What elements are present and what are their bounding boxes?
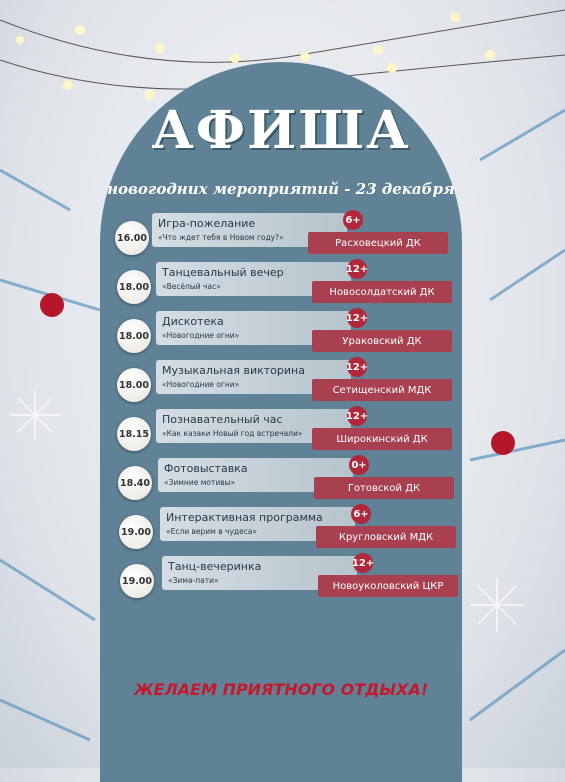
event-title: Игра-пожелание bbox=[158, 217, 256, 230]
footer-wish: ЖЕЛАЕМ ПРИЯТНОГО ОТДЫХА! bbox=[133, 680, 429, 699]
event-subtitle: «Что ждет тебя в Новом году?» bbox=[158, 233, 284, 242]
event-time: 18.15 bbox=[117, 417, 151, 451]
event-venue: Расховецкий ДК bbox=[308, 232, 448, 254]
event-venue: Новосолдатский ДК bbox=[312, 281, 452, 303]
event-age: 0+ bbox=[349, 455, 369, 475]
event-time: 18.00 bbox=[117, 270, 151, 304]
event-title: Фотовыставка bbox=[164, 462, 248, 475]
event-subtitle: «Как казаки Новый год встречали» bbox=[162, 429, 303, 438]
event-time: 19.00 bbox=[119, 515, 153, 549]
event-title: Дискотека bbox=[162, 315, 224, 328]
event-time: 16.00 bbox=[115, 221, 149, 255]
event-venue: Готовской ДК bbox=[314, 477, 454, 499]
event-subtitle: «Зимние мотивы» bbox=[164, 478, 236, 487]
event-title: Музыкальная викторина bbox=[162, 364, 305, 377]
event-venue: Сетищенский МДК bbox=[312, 379, 452, 401]
event-subtitle: «Новогодние огни» bbox=[162, 380, 240, 389]
poster-subtitle: новогодних мероприятий - 23 декабря bbox=[107, 180, 455, 198]
event-subtitle: «Весёлый час» bbox=[162, 282, 221, 291]
poster-title: АФИША bbox=[151, 100, 411, 161]
event-age: 6+ bbox=[343, 210, 363, 230]
event-venue: Широкинский ДК bbox=[312, 428, 452, 450]
event-subtitle: «Если верим в чудеса» bbox=[166, 527, 257, 536]
event-time: 18.40 bbox=[118, 466, 152, 500]
event-age: 12+ bbox=[352, 553, 374, 573]
event-time: 18.00 bbox=[117, 368, 151, 402]
event-age: 12+ bbox=[346, 308, 368, 328]
event-subtitle: «Зима-пати» bbox=[168, 576, 219, 585]
event-age: 6+ bbox=[351, 504, 371, 524]
event-time: 19.00 bbox=[120, 564, 154, 598]
event-venue: Ураковский ДК bbox=[312, 330, 452, 352]
event-venue: Новоуколовский ЦКР bbox=[318, 575, 458, 597]
event-title: Интерактивная программа bbox=[166, 511, 323, 524]
event-age: 12+ bbox=[346, 259, 368, 279]
event-time: 18.00 bbox=[117, 319, 151, 353]
event-title: Танц-вечеринка bbox=[168, 560, 262, 573]
event-title: Танцевальный вечер bbox=[162, 266, 284, 279]
event-title: Познавательный час bbox=[162, 413, 283, 426]
event-age: 12+ bbox=[346, 357, 368, 377]
event-subtitle: «Новогодние огни» bbox=[162, 331, 240, 340]
event-age: 12+ bbox=[346, 406, 368, 426]
event-venue: Кругловский МДК bbox=[316, 526, 456, 548]
